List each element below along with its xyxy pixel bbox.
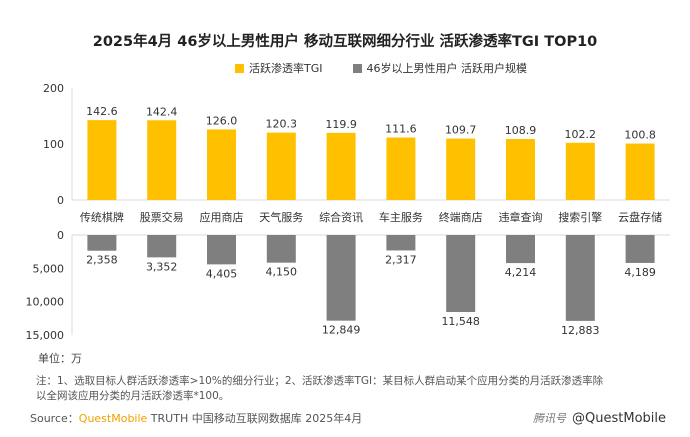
users-bar bbox=[207, 235, 236, 265]
upper-tick-label: 100 bbox=[43, 138, 64, 151]
lower-tick-label: 5,000 bbox=[33, 262, 65, 275]
tgi-bar bbox=[326, 132, 356, 200]
users-bar bbox=[87, 235, 117, 251]
tgi-data-label: 119.9 bbox=[325, 118, 357, 131]
tgi-bar bbox=[446, 138, 476, 200]
users-data-label: 4,150 bbox=[266, 266, 298, 279]
legend-item-users: 46岁以上男性用户 活跃用户规模 bbox=[352, 60, 528, 76]
users-data-label: 2,358 bbox=[86, 254, 118, 267]
source-prefix: Source： bbox=[30, 412, 79, 425]
source-brand: QuestMobile bbox=[78, 412, 148, 425]
tgi-bar bbox=[386, 137, 416, 200]
tgi-data-label: 100.8 bbox=[624, 129, 656, 142]
users-bar bbox=[386, 235, 416, 251]
tgi-bar bbox=[266, 132, 296, 200]
upper-tick-label: 200 bbox=[43, 82, 64, 95]
chart-title: 2025年4月 46岁以上男性用户 移动互联网细分行业 活跃渗透率TGI TOP… bbox=[92, 34, 598, 50]
users-data-label: 4,405 bbox=[206, 267, 238, 280]
tgi-bar bbox=[147, 120, 177, 200]
users-bar bbox=[446, 235, 476, 312]
tgi-data-label: 126.0 bbox=[206, 114, 238, 127]
legend: 活跃渗透率TGI 46岁以上男性用户 活跃用户规模 bbox=[235, 60, 527, 76]
users-data-label: 4,189 bbox=[624, 266, 656, 279]
category-label: 传统棋牌 bbox=[80, 210, 124, 224]
users-bar bbox=[266, 235, 296, 263]
note-line-1: 注：1、选取目标人群活跃渗透率>10%的细分行业；2、活跃渗透率TGI：某目标人… bbox=[36, 375, 604, 387]
tgi-data-label: 120.3 bbox=[266, 118, 298, 131]
category-label: 综合资讯 bbox=[319, 210, 363, 224]
users-bar bbox=[565, 235, 595, 321]
tgi-bar bbox=[506, 139, 535, 200]
category-label: 搜索引擎 bbox=[558, 210, 602, 224]
chart-canvas: 0 100 200 0 5,000 10,000 15,000 142.6 传统棋牌 2,358 1… bbox=[26, 82, 670, 342]
tgi-data-label: 142.6 bbox=[86, 105, 118, 118]
category-label: 云盘存储 bbox=[618, 210, 662, 224]
users-bar bbox=[326, 235, 356, 321]
lower-tick-label: 15,000 bbox=[26, 329, 65, 342]
legend-label-tgi: 活跃渗透率TGI bbox=[249, 62, 323, 75]
note-line-2: 以全网该应用分类的月活跃渗透率*100。 bbox=[36, 390, 230, 402]
tgi-data-label: 108.9 bbox=[505, 124, 537, 137]
tgi-bar bbox=[565, 142, 595, 200]
category-label: 天气服务 bbox=[259, 210, 303, 224]
users-data-label: 3,352 bbox=[146, 260, 178, 273]
watermark: 腾讯号 @QuestMobile bbox=[533, 410, 666, 426]
users-bar bbox=[625, 235, 655, 263]
lower-tick-label: 10,000 bbox=[26, 296, 65, 309]
category-label: 车主服务 bbox=[379, 210, 423, 224]
users-data-label: 12,849 bbox=[322, 324, 361, 337]
users-data-label: 2,317 bbox=[385, 253, 417, 266]
tgi-bar bbox=[625, 143, 655, 200]
category-label: 股票交易 bbox=[140, 210, 184, 224]
source-line: Source：QuestMobile TRUTH 中国移动互联网数据库 2025… bbox=[30, 410, 362, 426]
tgi-data-label: 109.7 bbox=[445, 124, 477, 137]
unit-label: 单位：万 bbox=[38, 352, 82, 365]
tgi-data-label: 142.4 bbox=[146, 105, 178, 118]
legend-item-tgi: 活跃渗透率TGI bbox=[235, 60, 323, 76]
category-label: 应用商店 bbox=[200, 210, 244, 224]
upper-tick-label: 0 bbox=[57, 194, 64, 207]
users-data-label: 12,883 bbox=[561, 324, 600, 337]
lower-tick-label: 0 bbox=[57, 229, 64, 242]
category-label: 终端商店 bbox=[439, 210, 483, 224]
category-label: 违章查询 bbox=[499, 210, 543, 224]
tgi-bar bbox=[207, 129, 236, 200]
tgi-data-label: 102.2 bbox=[565, 128, 597, 141]
watermark-main: @QuestMobile bbox=[572, 411, 666, 426]
tgi-bar bbox=[87, 120, 117, 200]
users-bar bbox=[506, 235, 535, 264]
legend-swatch-tgi bbox=[235, 63, 244, 73]
source-suffix: TRUTH 中国移动互联网数据库 2025年4月 bbox=[147, 412, 363, 425]
users-bar bbox=[147, 235, 177, 258]
legend-label-users: 46岁以上男性用户 活跃用户规模 bbox=[366, 62, 528, 75]
tgi-data-label: 111.6 bbox=[385, 123, 417, 136]
watermark-sub: 腾讯号 bbox=[533, 412, 567, 425]
users-data-label: 4,214 bbox=[505, 266, 537, 279]
legend-swatch-users bbox=[352, 63, 362, 73]
users-data-label: 11,548 bbox=[441, 315, 480, 328]
